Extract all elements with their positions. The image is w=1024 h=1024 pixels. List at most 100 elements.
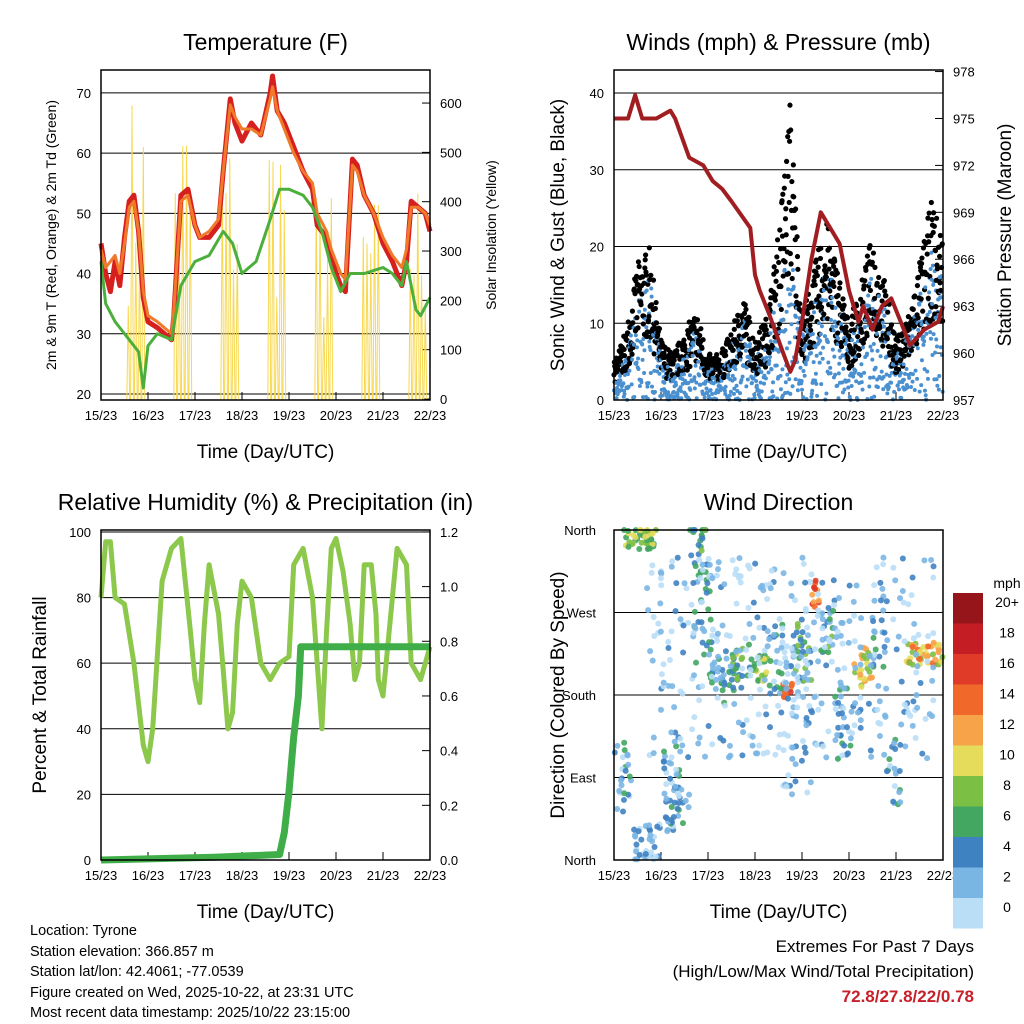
gust-point bbox=[929, 216, 935, 223]
direction-point bbox=[787, 688, 794, 695]
direction-point bbox=[802, 749, 809, 756]
x-tick-label: 17/23 bbox=[179, 408, 212, 423]
y-right-tick-label: 972 bbox=[953, 158, 975, 173]
wind-point bbox=[867, 384, 872, 389]
wind-point bbox=[882, 307, 887, 312]
direction-point bbox=[663, 781, 670, 788]
direction-point bbox=[719, 687, 726, 694]
direction-point bbox=[657, 706, 664, 713]
wind-point bbox=[829, 300, 834, 305]
wind-point bbox=[899, 395, 904, 400]
direction-point bbox=[618, 782, 625, 789]
gust-point bbox=[691, 324, 697, 330]
direction-point bbox=[841, 742, 848, 749]
direction-point bbox=[930, 639, 937, 646]
wind-point bbox=[674, 383, 679, 388]
direction-point bbox=[677, 616, 684, 623]
direction-point bbox=[877, 579, 884, 586]
y-axis-label: Direction (Colored By Speed) bbox=[548, 571, 569, 818]
direction-point bbox=[876, 733, 883, 740]
gust-point bbox=[795, 266, 801, 272]
wind-point bbox=[648, 348, 653, 353]
wind-point bbox=[818, 332, 823, 337]
direction-point bbox=[788, 580, 795, 587]
gust-point bbox=[849, 321, 855, 327]
legend-label: 12 bbox=[999, 716, 1015, 732]
wind-point bbox=[640, 395, 645, 400]
wind-point bbox=[871, 375, 876, 380]
y-tick-label: 10 bbox=[590, 316, 604, 331]
x-tick-label: 20/23 bbox=[320, 408, 353, 423]
direction-point bbox=[673, 580, 680, 587]
direction-point bbox=[783, 659, 790, 666]
legend-label: 0 bbox=[1003, 899, 1011, 915]
direction-point bbox=[754, 614, 761, 621]
direction-point bbox=[835, 594, 842, 601]
gust-point bbox=[931, 210, 937, 216]
station-info: Location: Tyrone Station elevation: 366.… bbox=[30, 921, 354, 1024]
wind-point bbox=[752, 396, 757, 401]
direction-point bbox=[890, 616, 897, 623]
gust-point bbox=[888, 322, 895, 328]
direction-point bbox=[916, 655, 923, 662]
gust-point bbox=[776, 259, 782, 266]
direction-point bbox=[649, 541, 656, 548]
wind-point bbox=[634, 345, 639, 350]
legend-swatch bbox=[953, 776, 983, 807]
direction-point bbox=[685, 804, 692, 811]
direction-point bbox=[677, 735, 684, 742]
direction-point bbox=[738, 656, 745, 663]
gust-point bbox=[630, 320, 636, 326]
direction-point bbox=[883, 768, 890, 775]
direction-point bbox=[750, 634, 757, 641]
y-tick-label: North bbox=[564, 853, 596, 868]
direction-point bbox=[748, 656, 755, 663]
y-right-tick-label: 0.6 bbox=[440, 689, 458, 704]
wind-point bbox=[778, 387, 783, 392]
direction-point bbox=[932, 656, 939, 663]
created-text: Figure created on Wed, 2025-10-22, at 23… bbox=[30, 984, 354, 1001]
direction-point bbox=[668, 816, 675, 823]
direction-point bbox=[691, 714, 698, 721]
gust-point bbox=[621, 352, 628, 359]
panel-2: Winds (mph) & Pressure (mb) Time (Day/UTC… bbox=[548, 29, 1016, 463]
gust-point bbox=[714, 352, 720, 358]
direction-point bbox=[727, 752, 734, 759]
direction-point bbox=[924, 653, 931, 660]
direction-point bbox=[732, 571, 739, 578]
gust-point bbox=[743, 306, 749, 312]
gust-point bbox=[851, 327, 857, 333]
gust-point bbox=[910, 306, 916, 312]
gust-point bbox=[643, 272, 649, 278]
gust-point bbox=[789, 178, 795, 185]
direction-point bbox=[789, 755, 796, 762]
x-tick-label: 16/23 bbox=[132, 868, 165, 883]
gust-point bbox=[778, 283, 784, 290]
wind-point bbox=[833, 305, 838, 310]
direction-point bbox=[847, 742, 854, 749]
direction-point bbox=[679, 820, 686, 827]
gust-point bbox=[928, 199, 934, 206]
direction-point bbox=[728, 676, 735, 683]
wind-point bbox=[815, 393, 820, 398]
wind-point bbox=[627, 368, 632, 373]
direction-point bbox=[675, 799, 682, 806]
direction-point bbox=[809, 591, 816, 598]
wind-point bbox=[837, 361, 842, 366]
direction-point bbox=[825, 728, 832, 735]
gust-point bbox=[653, 299, 659, 306]
direction-point bbox=[695, 542, 702, 549]
gust-point bbox=[838, 343, 845, 350]
gust-point bbox=[629, 351, 635, 357]
wind-point bbox=[687, 373, 692, 378]
wind-point bbox=[925, 369, 930, 374]
wind-point bbox=[723, 384, 728, 389]
wind-point bbox=[828, 371, 833, 376]
direction-point bbox=[742, 635, 749, 642]
direction-point bbox=[844, 750, 851, 757]
gust-point bbox=[722, 348, 728, 354]
wind-point bbox=[828, 365, 833, 370]
direction-point bbox=[779, 625, 786, 632]
wind-point bbox=[744, 384, 749, 389]
y-tick-label: 20 bbox=[77, 787, 91, 802]
